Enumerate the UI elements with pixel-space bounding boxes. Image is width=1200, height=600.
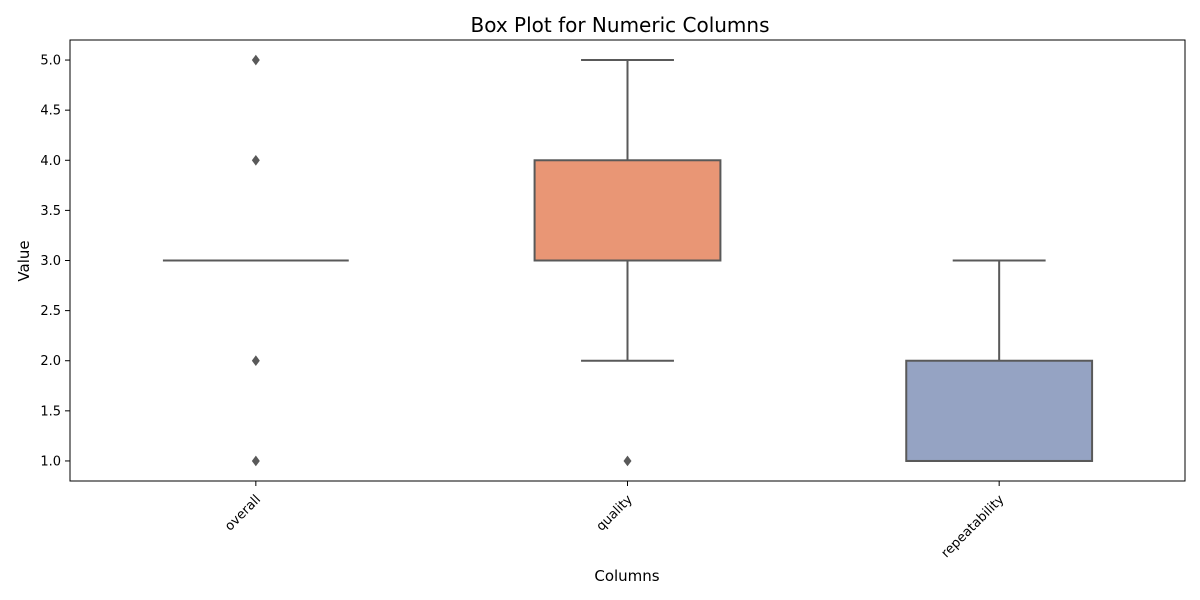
y-axis-title: Value xyxy=(15,240,33,281)
y-tick-label: 2.5 xyxy=(40,304,61,319)
y-tick-label: 3.0 xyxy=(40,254,61,269)
box-repeatability xyxy=(905,359,1094,462)
box-group-quality xyxy=(533,59,722,467)
outlier-point xyxy=(251,154,260,166)
outlier-point xyxy=(251,355,260,367)
x-axis-title: Columns xyxy=(594,567,659,585)
y-tick-label: 2.0 xyxy=(40,354,61,369)
y-tick-label: 4.0 xyxy=(40,154,61,169)
y-tick-label: 1.5 xyxy=(40,404,61,419)
plot-frame xyxy=(69,39,1186,482)
x-tick-label-quality: quality xyxy=(594,492,636,534)
box-group-overall xyxy=(162,54,349,467)
y-tick-label: 5.0 xyxy=(40,54,61,69)
box-quality xyxy=(533,159,722,262)
x-tick-label-overall: overall xyxy=(222,492,264,534)
plot-area: 1.0 1.5 2.0 2.5 3.0 3.5 4.0 4.5 5.0 overall qualit… xyxy=(40,54,1094,561)
outlier-point xyxy=(251,455,260,467)
x-tick-label-repeatability: repeatability xyxy=(939,492,1008,561)
chart-title: Box Plot for Numeric Columns xyxy=(470,13,769,37)
y-tick-label: 4.5 xyxy=(40,104,61,119)
y-tick-label: 3.5 xyxy=(40,204,61,219)
outlier-point xyxy=(251,54,260,66)
box-group-repeatability xyxy=(905,259,1094,462)
y-tick-label: 1.0 xyxy=(40,454,61,469)
outlier-point xyxy=(623,455,632,467)
